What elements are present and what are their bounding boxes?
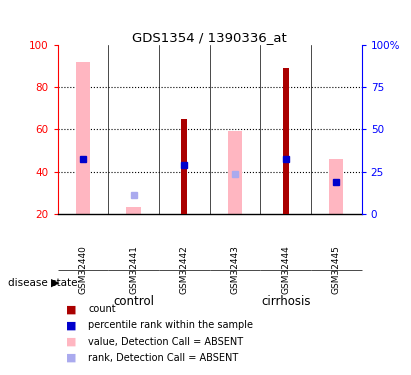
Text: cirrhosis: cirrhosis [261,295,310,308]
Text: GSM32440: GSM32440 [79,245,88,294]
Text: GSM32445: GSM32445 [332,245,341,294]
Bar [181,119,187,214]
Text: ■: ■ [66,337,76,346]
Text: ■: ■ [66,353,76,363]
Text: ▶: ▶ [51,278,60,288]
Title: GDS1354 / 1390336_at: GDS1354 / 1390336_at [132,31,287,44]
Text: rank, Detection Call = ABSENT: rank, Detection Call = ABSENT [88,353,239,363]
Text: percentile rank within the sample: percentile rank within the sample [88,321,253,330]
Bar [329,159,344,214]
Bar [228,132,242,214]
Bar [76,62,90,214]
Text: GSM32442: GSM32442 [180,246,189,294]
Text: ■: ■ [66,321,76,330]
Bar [127,207,141,214]
Text: GSM32441: GSM32441 [129,245,138,294]
Text: disease state: disease state [8,278,78,288]
Text: GSM32443: GSM32443 [231,245,240,294]
Text: GSM32444: GSM32444 [281,246,290,294]
Text: count: count [88,304,116,314]
Text: value, Detection Call = ABSENT: value, Detection Call = ABSENT [88,337,243,346]
Text: ■: ■ [66,304,76,314]
Text: control: control [113,295,154,308]
Bar [283,68,289,214]
